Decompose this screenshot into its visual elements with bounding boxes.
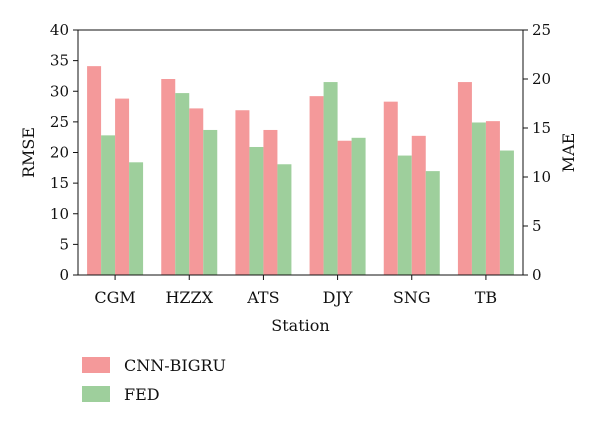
- left-tick-label-40: 40: [50, 21, 69, 39]
- bar-mae-cnn-bigru-ats: [263, 129, 278, 275]
- bar-rmse-fed-tb: [471, 122, 486, 276]
- bar-mae-fed-tb: [499, 150, 514, 275]
- left-tick-label-20: 20: [50, 144, 69, 162]
- bar-rmse-cnn-bigru-ats: [235, 110, 250, 276]
- bar-mae-cnn-bigru-tb: [485, 121, 500, 275]
- category-label-sng: SNG: [393, 288, 431, 307]
- bars-group: [87, 66, 514, 276]
- legend: CNN-BIGRU FED: [82, 356, 226, 404]
- bar-rmse-fed-hzzx: [175, 93, 190, 275]
- left-tick-label-15: 15: [50, 174, 69, 192]
- category-labels-group: CGM HZZX ATS DJY SNG TB: [94, 275, 497, 307]
- bar-mae-cnn-bigru-djy: [337, 140, 352, 275]
- x-axis-title: Station: [271, 316, 329, 335]
- bar-rmse-cnn-bigru-cgm: [87, 66, 102, 275]
- category-label-cgm: CGM: [94, 288, 135, 307]
- legend-swatch-cnn-bigru: [82, 357, 110, 373]
- left-tick-label-35: 35: [50, 52, 69, 70]
- bar-mae-fed-hzzx: [203, 129, 218, 275]
- bar-rmse-fed-djy: [323, 82, 338, 275]
- bar-mae-cnn-bigru-hzzx: [189, 108, 204, 276]
- right-tick-label-15: 15: [532, 119, 551, 137]
- axes-group: [77, 29, 524, 276]
- left-tick-label-25: 25: [50, 113, 69, 131]
- right-tick-label-20: 20: [532, 70, 551, 88]
- legend-label-cnn-bigru: CNN-BIGRU: [124, 356, 226, 375]
- bar-rmse-cnn-bigru-djy: [309, 96, 324, 276]
- category-label-hzzx: HZZX: [165, 288, 213, 307]
- right-tick-label-5: 5: [532, 217, 542, 235]
- bar-mae-fed-djy: [351, 137, 366, 275]
- left-tick-label-5: 5: [59, 235, 69, 253]
- left-tick-label-0: 0: [59, 266, 69, 284]
- left-tick-label-30: 30: [50, 82, 69, 100]
- bar-rmse-fed-sng: [397, 155, 412, 275]
- right-tick-label-0: 0: [532, 266, 542, 284]
- bar-rmse-fed-ats: [249, 146, 264, 275]
- legend-label-fed: FED: [124, 385, 160, 404]
- bar-rmse-cnn-bigru-tb: [457, 82, 472, 275]
- left-ticks-group: 0 5 10 15 20 25 30 35 40: [50, 21, 78, 284]
- category-label-djy: DJY: [323, 288, 353, 307]
- legend-swatch-fed: [82, 386, 110, 402]
- right-tick-label-10: 10: [532, 168, 551, 186]
- bar-rmse-cnn-bigru-sng: [383, 101, 398, 275]
- category-label-tb: TB: [475, 288, 497, 307]
- bar-mae-cnn-bigru-sng: [411, 135, 426, 275]
- category-label-ats: ATS: [246, 288, 279, 307]
- right-axis-title: MAE: [559, 133, 578, 173]
- left-tick-label-10: 10: [50, 205, 69, 223]
- bar-mae-cnn-bigru-cgm: [115, 98, 130, 275]
- bar-mae-fed-cgm: [129, 162, 144, 275]
- bar-mae-fed-sng: [425, 171, 440, 275]
- bar-mae-fed-ats: [277, 164, 292, 275]
- bar-rmse-fed-cgm: [101, 135, 116, 275]
- bar-rmse-cnn-bigru-hzzx: [161, 79, 176, 275]
- right-ticks-group: 0 5 10 15 20 25: [523, 21, 551, 284]
- right-tick-label-25: 25: [532, 21, 551, 39]
- left-axis-title: RMSE: [19, 127, 38, 178]
